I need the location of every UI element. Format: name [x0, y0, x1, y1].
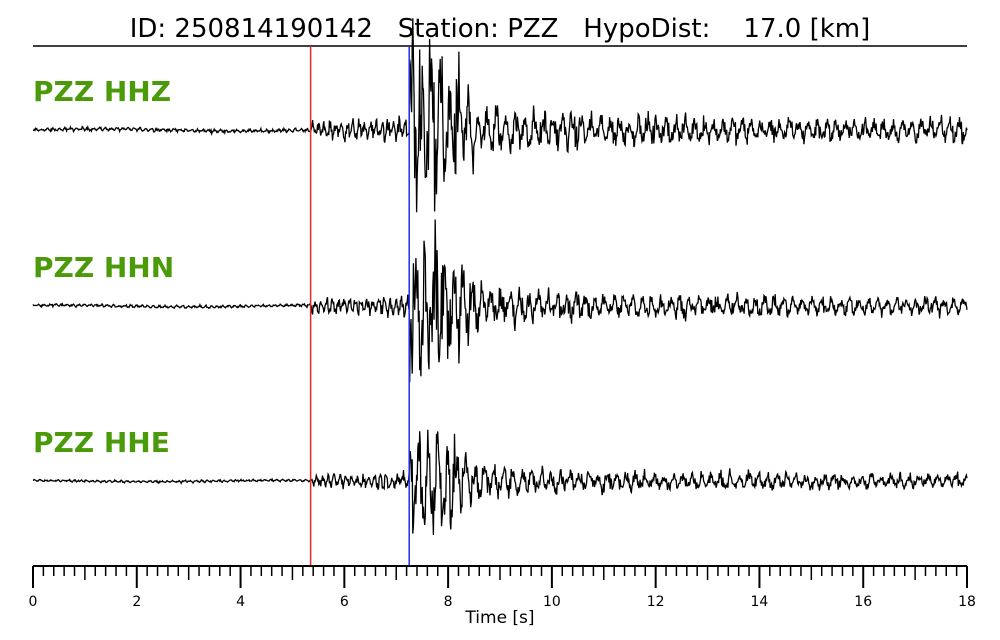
channel-label: PZZ HHE — [33, 426, 170, 459]
trace-pzz-hhz — [33, 18, 968, 213]
x-axis-label: Time [s] — [464, 608, 534, 628]
channel-label: PZZ HHZ — [33, 75, 171, 108]
x-tick-label: 18 — [958, 594, 976, 610]
trace-pzz-hhn — [32, 219, 968, 383]
x-tick-label: 8 — [444, 594, 453, 610]
x-tick-label: 10 — [543, 594, 561, 610]
chart-title: ID: 250814190142 Station: PZZ HypoDist: … — [130, 14, 871, 44]
x-tick-label: 16 — [854, 594, 872, 610]
trace-group — [32, 18, 968, 536]
x-tick-label: 14 — [751, 594, 769, 610]
channel-label: PZZ HHN — [33, 251, 174, 284]
x-tick-label: 4 — [236, 594, 245, 610]
x-tick-label: 12 — [647, 594, 665, 610]
x-tick-label: 6 — [340, 594, 349, 610]
channel-labels: PZZ HHZ PZZ HHN PZZ HHE — [33, 75, 174, 459]
x-tick-label: 2 — [132, 594, 141, 610]
trace-pzz-hhe — [32, 429, 968, 536]
x-tick-label: 0 — [29, 594, 38, 610]
pick-lines — [309, 46, 410, 566]
x-axis: 0 2 4 6 8 10 12 14 16 18 — [29, 565, 976, 610]
